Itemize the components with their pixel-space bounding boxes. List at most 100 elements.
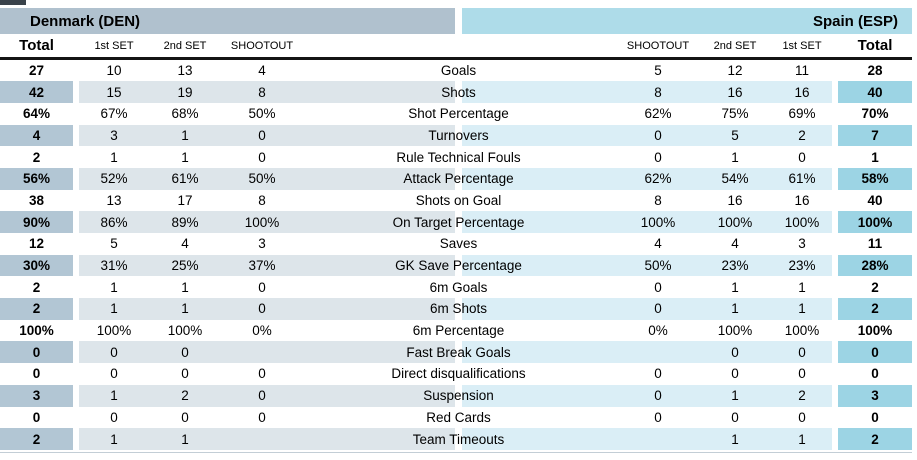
home-shootout-header: SHOOTOUT xyxy=(230,39,294,52)
stat-row: 3 1 2 0 0 1 2 3 Suspension xyxy=(0,384,917,407)
home-total-header: Total xyxy=(19,37,54,54)
home-set2-value: 0 xyxy=(181,409,189,425)
away-set1-value: 61% xyxy=(772,167,832,190)
stat-name: 6m Percentage xyxy=(412,323,505,339)
away-fill xyxy=(462,428,618,450)
home-total-value: 38 xyxy=(28,192,45,208)
stat-row: 64% 67% 68% 50% 62% 75% 69% 70% Shot Percentage xyxy=(0,103,917,125)
away-shootout-value: 0 xyxy=(618,298,698,320)
away-set2-value: 54% xyxy=(698,167,772,190)
stat-row: 0 0 0 0 0 0 0 0 Red Cards xyxy=(0,407,917,429)
home-total-value: 0 xyxy=(32,409,41,425)
stat-row: 56% 52% 61% 50% 62% 54% 61% 58% Attack Percentag… xyxy=(0,167,917,190)
column-header-row: Total 1st SET 2nd SET SHOOTOUT SHOOTOUT … xyxy=(0,34,912,57)
away-set2-value: 100% xyxy=(698,211,772,233)
away-set1-value: 3 xyxy=(798,236,806,252)
home-set2-value: 1 xyxy=(181,149,189,165)
away-total-value: 2 xyxy=(838,428,912,450)
away-shootout-value: 0 xyxy=(654,366,662,382)
home-set1-value: 100% xyxy=(96,323,132,339)
home-values: 30% 31% 25% 37% xyxy=(0,254,455,277)
home-total-value: 0 xyxy=(32,366,41,382)
away-set2-value: 1 xyxy=(698,384,772,407)
home-set1-value: 0 xyxy=(110,409,118,425)
away-values: 4 4 3 11 xyxy=(462,233,912,255)
away-fill xyxy=(462,254,618,277)
home-set2-header: 2nd SET xyxy=(163,39,207,52)
away-column-headers: SHOOTOUT 2nd SET 1st SET Total xyxy=(462,34,912,57)
home-values: 2 1 1 0 xyxy=(0,276,455,298)
home-set1-value: 86% xyxy=(79,211,149,233)
home-shootout-value: 50% xyxy=(221,167,303,190)
away-total-value: 70% xyxy=(861,106,889,122)
away-set1-value: 1 xyxy=(798,279,806,295)
home-total-value: 56% xyxy=(0,167,73,190)
home-fill xyxy=(303,384,455,407)
stat-row: 42 15 19 8 8 16 16 40 Shots xyxy=(0,81,917,103)
away-total-header: Total xyxy=(857,37,893,54)
stat-row: 0 0 0 0 0 0 0 0 Direct disqualifications xyxy=(0,363,917,385)
stat-row: 12 5 4 3 4 4 3 11 Saves xyxy=(0,233,917,255)
home-set2-value: 89% xyxy=(149,211,221,233)
away-values: 62% 75% 69% 70% xyxy=(462,103,912,125)
away-set1-value: 0 xyxy=(798,149,806,165)
home-set2-value: 0 xyxy=(181,366,189,382)
stat-name: Direct disqualifications xyxy=(391,366,526,382)
home-set1-value: 10 xyxy=(106,62,122,78)
away-set1-value: 100% xyxy=(784,323,820,339)
home-set1-value: 1 xyxy=(79,428,149,450)
home-shootout-value xyxy=(221,341,303,364)
home-fill xyxy=(303,81,455,103)
away-set1-value: 0 xyxy=(798,409,806,425)
stat-row: 100% 100% 100% 0% 0% 100% 100% 100% 6m Percentag… xyxy=(0,320,917,342)
stat-row: 38 13 17 8 8 16 16 40 Shots on Goal xyxy=(0,190,917,212)
away-set1-value: 0 xyxy=(772,341,832,364)
away-total-value: 0 xyxy=(871,409,879,425)
stat-name: Fast Break Goals xyxy=(406,344,511,360)
away-total-value: 7 xyxy=(838,124,912,147)
home-shootout-value: 37% xyxy=(221,254,303,277)
away-fill xyxy=(462,167,618,190)
away-values: 0 0 0 0 xyxy=(462,363,912,385)
stat-name: 6m Goals xyxy=(429,279,488,295)
home-fill xyxy=(303,254,455,277)
away-total-value: 2 xyxy=(871,279,879,295)
away-shootout-value: 0 xyxy=(618,384,698,407)
away-set2-value: 1 xyxy=(731,279,739,295)
home-team-bar: Denmark (DEN) xyxy=(0,8,455,34)
away-shootout-value: 50% xyxy=(618,254,698,277)
away-fill xyxy=(462,124,618,147)
away-total-value: 2 xyxy=(838,298,912,320)
away-values: 8 16 16 40 xyxy=(462,190,912,212)
home-total-value: 2 xyxy=(32,149,41,165)
stat-name: Rule Technical Fouls xyxy=(396,149,521,165)
away-set2-value: 0 xyxy=(731,409,739,425)
home-values: 56% 52% 61% 50% xyxy=(0,167,455,190)
away-set2-value: 1 xyxy=(731,149,739,165)
home-total-value: 64% xyxy=(22,106,51,122)
away-set2-value: 16 xyxy=(727,192,743,208)
away-fill xyxy=(462,211,618,233)
home-fill xyxy=(303,124,455,147)
away-team-name: Spain (ESP) xyxy=(812,12,898,30)
stat-row: 2 1 1 0 0 1 1 2 6m Shots xyxy=(0,298,917,320)
away-total-value: 28 xyxy=(867,62,883,78)
away-shootout-value: 100% xyxy=(618,211,698,233)
away-set1-value: 69% xyxy=(788,106,816,122)
home-values: 100% 100% 100% 0% xyxy=(0,320,455,342)
away-set1-value: 100% xyxy=(772,211,832,233)
away-shootout-value: 62% xyxy=(618,167,698,190)
away-set1-value: 11 xyxy=(794,62,809,78)
stat-name: Red Cards xyxy=(426,409,491,425)
stat-name: Attack Percentage xyxy=(403,171,514,187)
home-total-value: 100% xyxy=(19,323,54,339)
home-values: 90% 86% 89% 100% xyxy=(0,211,455,233)
home-total-value: 27 xyxy=(28,62,45,78)
away-set2-value: 100% xyxy=(717,323,753,339)
away-total-value: 28% xyxy=(838,254,912,277)
home-total-value: 90% xyxy=(0,211,73,233)
